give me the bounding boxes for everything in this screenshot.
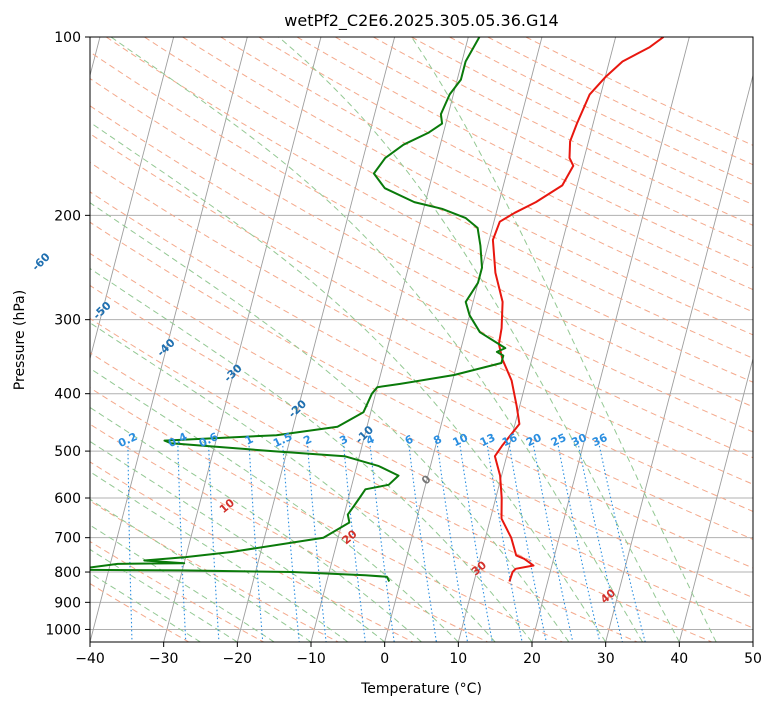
y-tick-label: 300	[54, 313, 81, 329]
x-tick-label: −10	[296, 651, 326, 667]
x-tick-label: 40	[670, 651, 688, 667]
x-tick-label: 50	[744, 651, 762, 667]
y-tick-label: 600	[54, 491, 81, 507]
x-tick-label: 20	[523, 651, 541, 667]
y-tick-label: 100	[54, 30, 81, 46]
y-tick-label: 400	[54, 387, 81, 403]
x-tick-label: −20	[223, 651, 253, 667]
x-tick-label: 0	[380, 651, 389, 667]
x-tick-label: −30	[149, 651, 179, 667]
y-axis-label: Pressure (hPa)	[12, 290, 28, 390]
y-tick-label: 500	[54, 444, 81, 460]
y-tick-label: 1000	[45, 622, 81, 638]
x-tick-label: 10	[449, 651, 467, 667]
y-tick-label: 800	[54, 565, 81, 581]
x-axis-label: Temperature (°C)	[360, 681, 482, 697]
x-tick-label: 30	[597, 651, 615, 667]
y-tick-label: 900	[54, 595, 81, 611]
y-tick-label: 700	[54, 531, 81, 547]
x-tick-label: −40	[75, 651, 105, 667]
chart-title: wetPf2_C2E6.2025.305.05.36.G14	[284, 11, 558, 31]
y-tick-label: 200	[54, 208, 81, 224]
